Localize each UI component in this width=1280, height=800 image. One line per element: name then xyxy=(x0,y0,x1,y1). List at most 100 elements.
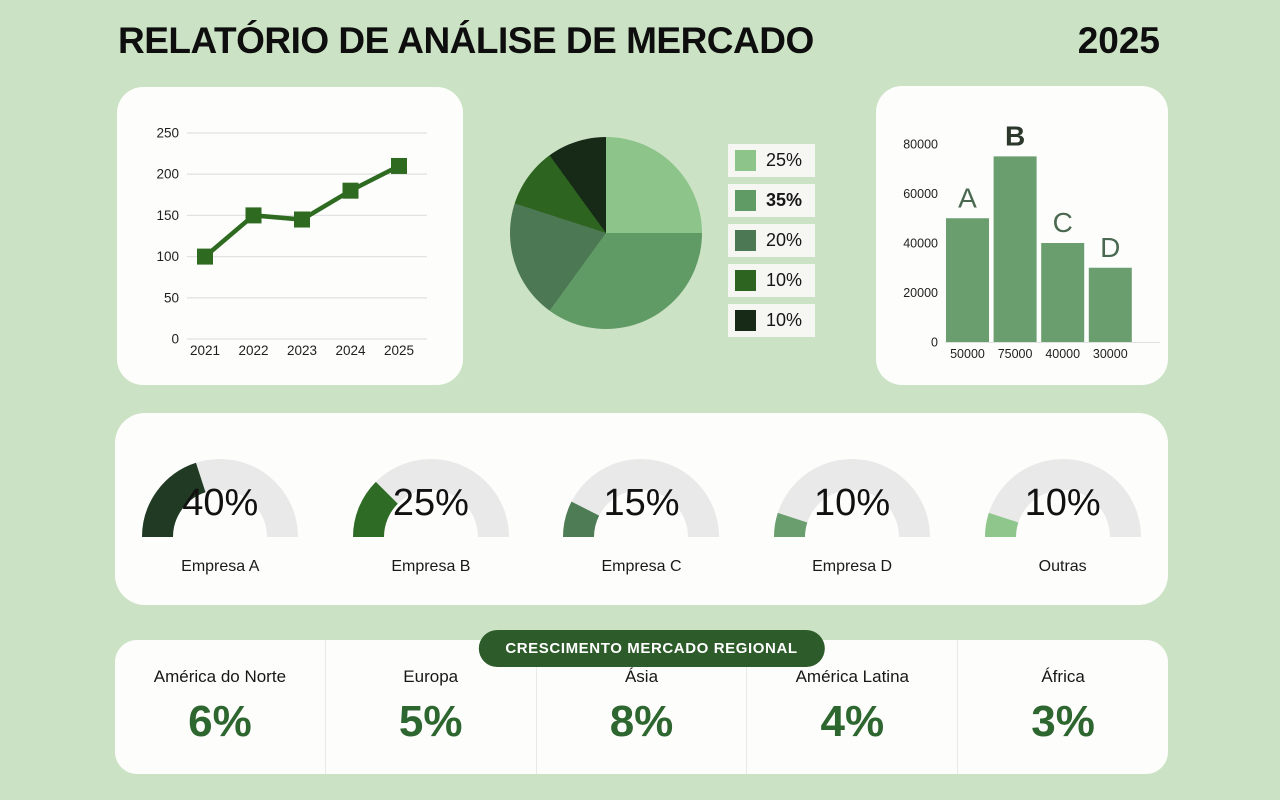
region-cell: América Latina 4% xyxy=(747,640,959,774)
gauge-cell: 15% Empresa C xyxy=(536,457,747,576)
regional-growth-badge: CRESCIMENTO MERCADO REGIONAL xyxy=(478,630,825,667)
legend-label: 10% xyxy=(766,270,803,290)
region-cell: Europa 5% xyxy=(326,640,537,774)
x-tick-label: 50000 xyxy=(950,347,985,361)
data-point-marker xyxy=(197,248,213,265)
legend-item: 10% xyxy=(728,304,815,337)
legend-label: 20% xyxy=(766,230,803,250)
legend-item: 25% xyxy=(728,144,815,177)
legend-swatch xyxy=(735,150,756,171)
legend-item: 20% xyxy=(728,224,815,257)
y-tick-label: 200 xyxy=(156,167,179,182)
x-tick-label: 2021 xyxy=(190,343,220,358)
data-point-marker xyxy=(294,211,310,228)
gauge-arc xyxy=(774,459,931,538)
legend-label: 10% xyxy=(766,310,803,330)
gauge-fill xyxy=(142,459,299,538)
bar-category-label: D xyxy=(1100,232,1120,263)
region-value: 6% xyxy=(188,697,252,746)
data-point-marker xyxy=(342,182,359,199)
pie-legend: 25% 35% 20% 10% 10% xyxy=(728,144,815,337)
gauge-percent: 40% xyxy=(182,482,259,524)
y-tick-label: 0 xyxy=(931,336,938,350)
line-chart: 0 50 100 150 200 250 2021 2022 2023 2024 2025 xyxy=(156,126,427,358)
gauge-track xyxy=(984,459,1141,538)
bar xyxy=(1088,267,1132,342)
region-cell: América do Norte 6% xyxy=(115,640,326,774)
y-tick-label: 0 xyxy=(171,332,179,347)
bar xyxy=(993,156,1037,342)
gauge-percent: 10% xyxy=(814,482,891,524)
region-name: África xyxy=(1041,667,1085,686)
region-name: Europa xyxy=(403,667,459,686)
gauge-arc xyxy=(984,459,1141,538)
y-tick-label: 40000 xyxy=(903,237,938,251)
bar-category-label: B xyxy=(1005,120,1025,151)
gauge-percent: 25% xyxy=(392,482,469,524)
page-title: RELATÓRIO DE ANÁLISE DE MERCADO xyxy=(118,20,814,61)
gauge-label: Empresa D xyxy=(812,558,893,575)
gauge-label: Empresa B xyxy=(391,558,471,575)
region-name: América do Norte xyxy=(153,667,287,686)
bar-chart-card: 0 20000 40000 60000 80000 A 50000 B 75000 C 40000 D… xyxy=(876,86,1168,385)
legend-item: 10% xyxy=(728,264,815,297)
legend-item: 35% xyxy=(728,184,815,217)
y-tick-label: 250 xyxy=(156,126,179,141)
y-tick-label: 100 xyxy=(156,249,179,264)
gauge-label: Empresa C xyxy=(601,558,682,575)
data-point-marker xyxy=(391,157,407,174)
y-tick-label: 150 xyxy=(156,208,179,223)
gauge-label: Outras xyxy=(1038,558,1087,575)
x-tick-label: 2024 xyxy=(335,343,366,358)
gauge-cell: 10% Outras xyxy=(957,457,1168,576)
x-tick-label: 30000 xyxy=(1093,347,1128,361)
y-tick-label: 20000 xyxy=(903,286,938,300)
bar xyxy=(946,218,989,342)
gauge: 10% xyxy=(983,457,1143,542)
bar-chart: 0 20000 40000 60000 80000 A 50000 B 75000 C 40000 D… xyxy=(903,120,1160,361)
regions-row: América do Norte 6% Europa 5% Ásia 8% América … xyxy=(115,640,1168,774)
y-tick-label: 80000 xyxy=(903,138,938,152)
report-year: 2025 xyxy=(1077,20,1160,61)
x-tick-label: 2025 xyxy=(384,343,414,358)
region-cell: Ásia 8% xyxy=(537,640,748,774)
region-value: 3% xyxy=(1031,697,1095,746)
legend-swatch xyxy=(735,230,756,251)
gauge-cell: 25% Empresa B xyxy=(326,457,537,576)
gauge-arc xyxy=(563,459,720,538)
gauge-fill xyxy=(563,459,720,538)
trend-line xyxy=(203,163,401,259)
x-tick-label: 40000 xyxy=(1045,347,1080,361)
legend-swatch xyxy=(735,270,756,291)
pie-chart xyxy=(510,137,702,329)
regional-growth-title: CRESCIMENTO MERCADO REGIONAL xyxy=(505,640,798,657)
bar-category-label: C xyxy=(1053,207,1073,238)
x-tick-label: 2022 xyxy=(238,343,268,358)
region-value: 8% xyxy=(609,697,674,746)
region-name: América Latina xyxy=(795,667,909,686)
gauge: 10% xyxy=(772,457,932,542)
region-value: 4% xyxy=(820,697,885,746)
gauge-arc xyxy=(352,459,509,538)
gauge-fill xyxy=(352,459,509,538)
line-chart-card: 0 50 100 150 200 250 2021 2022 2023 2024 2025 xyxy=(117,87,463,385)
gauge: 25% xyxy=(351,457,511,542)
gauge: 40% xyxy=(140,457,300,542)
legend-label: 35% xyxy=(766,190,803,210)
gauge-percent: 15% xyxy=(603,482,680,524)
region-value: 5% xyxy=(398,697,463,746)
bar-category-label: A xyxy=(958,182,977,213)
gauge-arc xyxy=(142,459,299,538)
legend-swatch xyxy=(735,310,756,331)
bar xyxy=(1041,243,1085,342)
gauge-percent: 10% xyxy=(1024,482,1101,524)
region-name: Ásia xyxy=(624,667,659,686)
gauge: 15% xyxy=(561,457,721,542)
region-cell: África 3% xyxy=(958,640,1168,774)
data-point-marker xyxy=(245,207,262,224)
x-tick-label: 75000 xyxy=(998,347,1033,361)
y-tick-label: 60000 xyxy=(903,187,938,201)
y-tick-label: 50 xyxy=(164,290,179,305)
gauge-track xyxy=(774,459,931,538)
gauge-cell: 40% Empresa A xyxy=(115,457,326,576)
